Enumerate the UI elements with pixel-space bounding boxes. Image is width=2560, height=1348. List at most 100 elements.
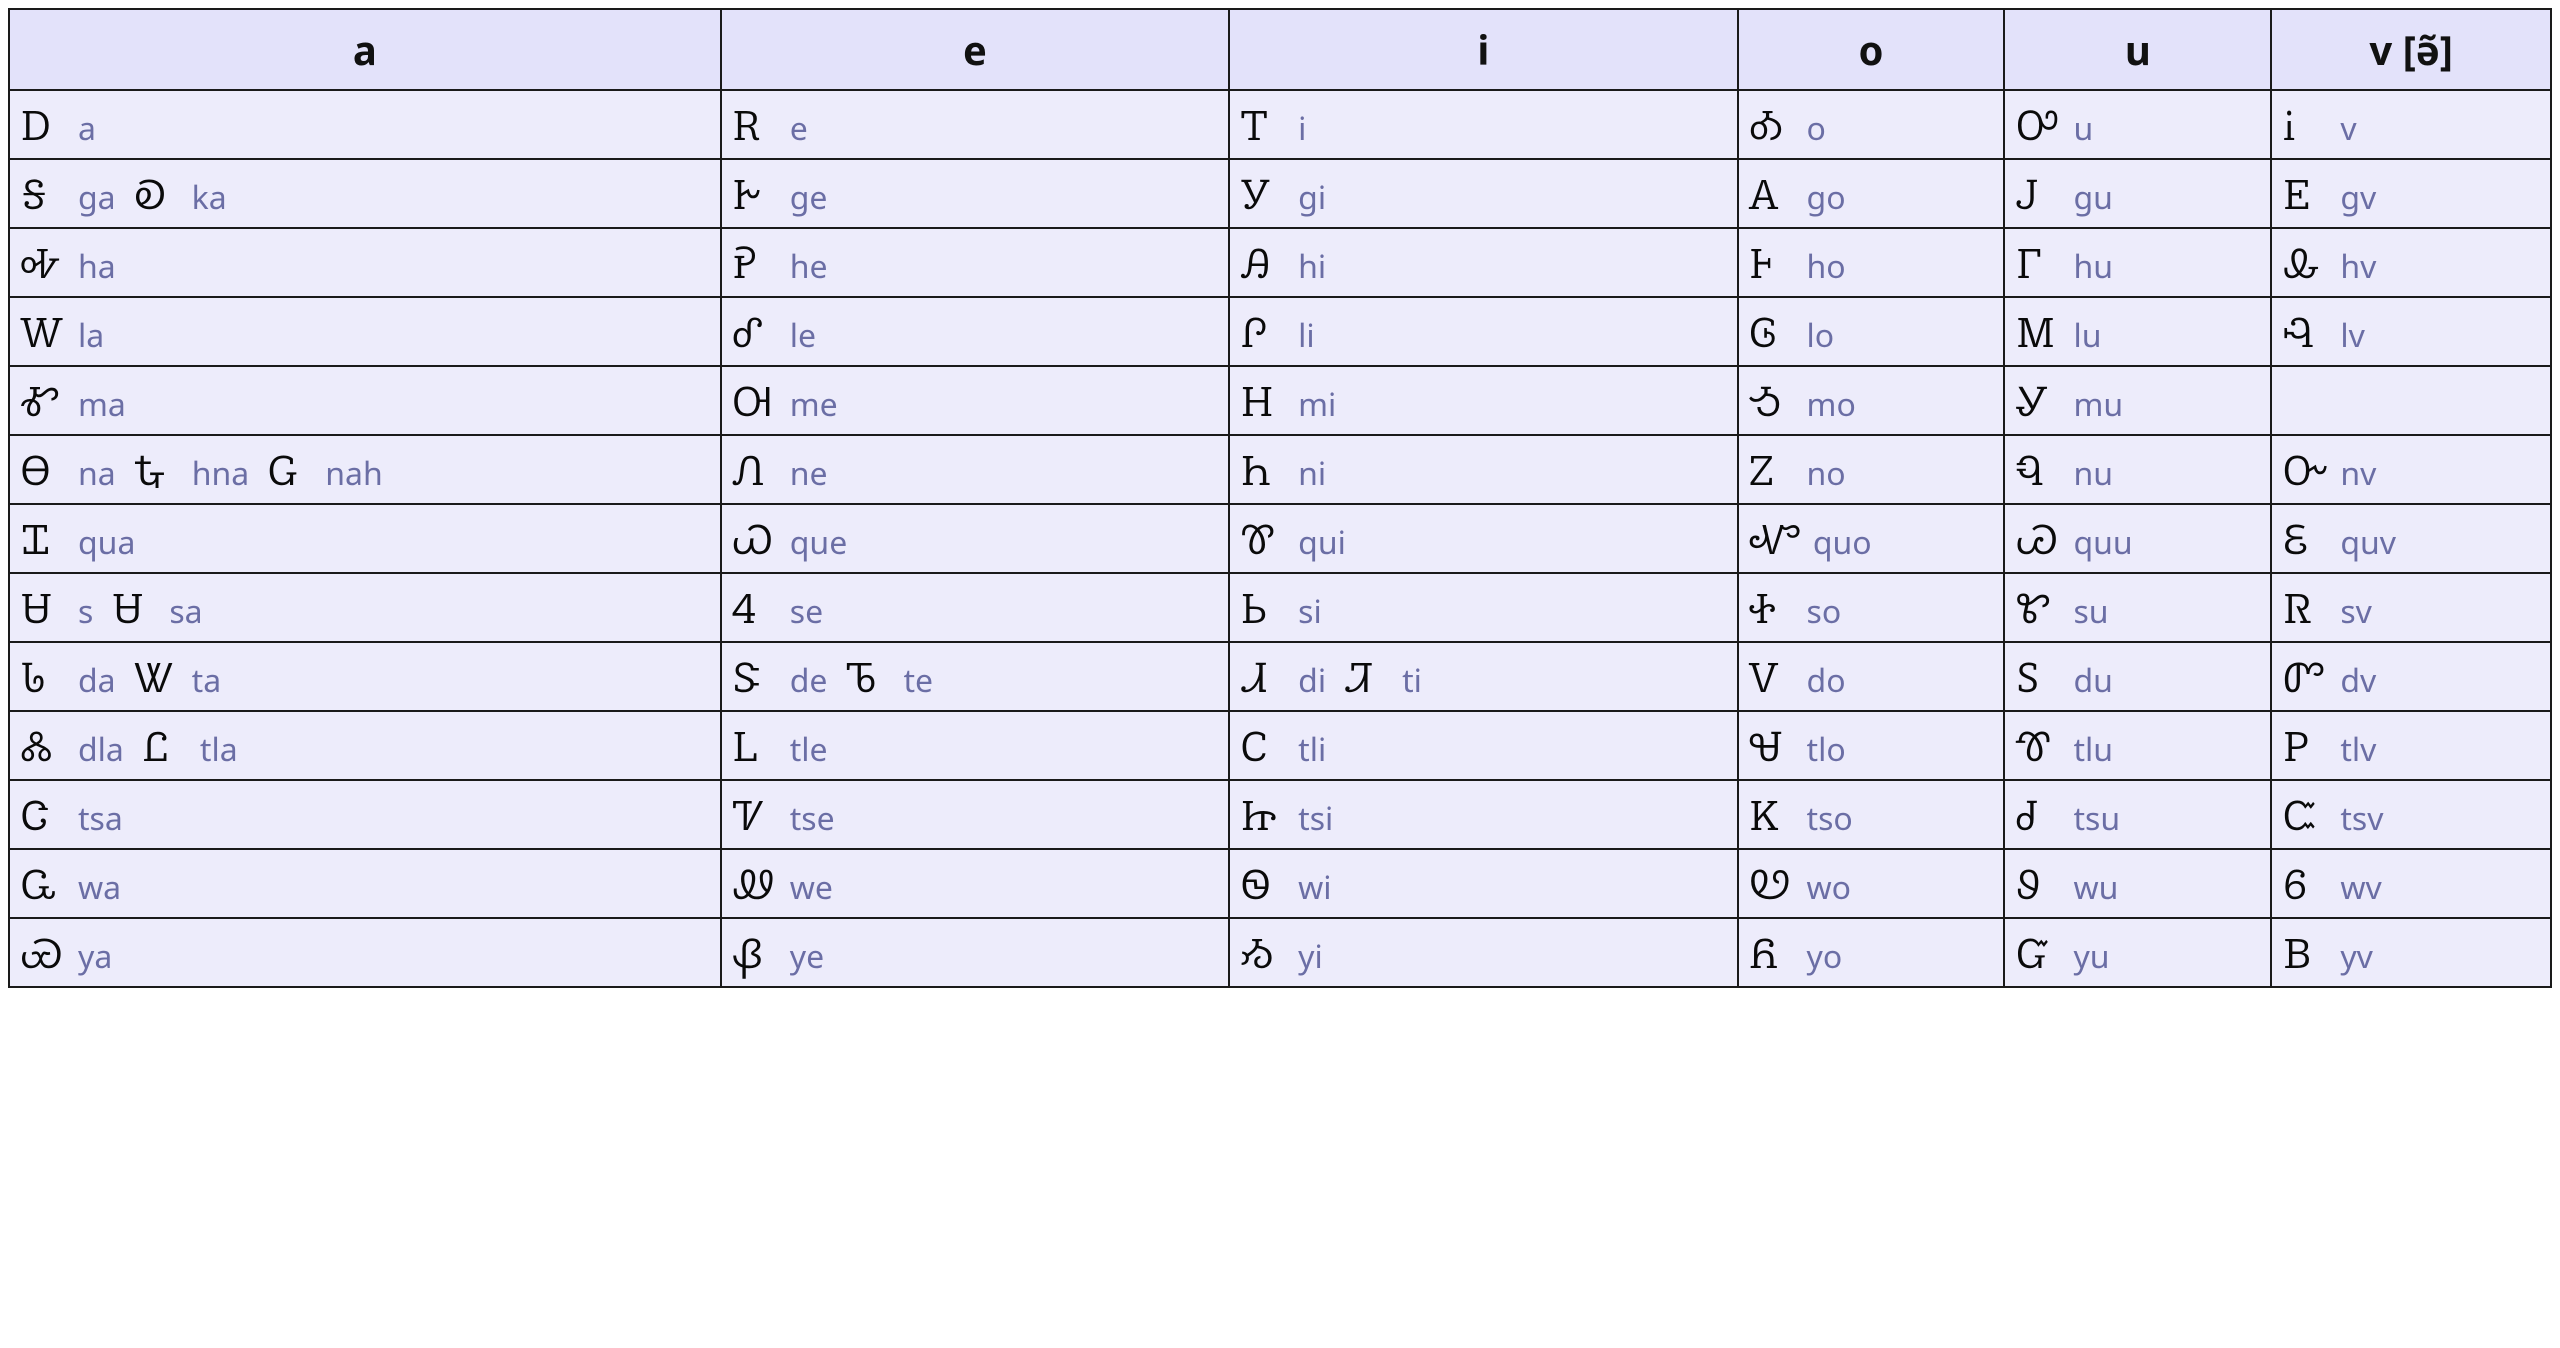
syllable-pair: Ꭷka	[134, 166, 227, 221]
syllable-pair: Ꮬdla	[20, 718, 124, 773]
romanization: qua	[66, 521, 135, 564]
table-cell: Ꮾwv	[2271, 849, 2551, 918]
header-row: aeiouv [ə̃]	[9, 9, 2551, 90]
syllable-pair: Ꮷtsu	[2015, 787, 2120, 842]
syllable-pair: Ꭵv	[2282, 97, 2356, 152]
syllable-pair: Ꭳo	[1749, 97, 1826, 152]
table-cell: Ꮼwo	[1738, 849, 2005, 918]
cherokee-glyph: Ꮒ	[1240, 442, 1286, 497]
table-cell: Ꮒni	[1229, 435, 1737, 504]
romanization: ma	[66, 383, 126, 426]
table-cell: Ꮞse	[721, 573, 1229, 642]
romanization: no	[1795, 452, 1846, 495]
romanization: ge	[778, 176, 828, 219]
table-cell: ᏗdiᏘti	[1229, 642, 1737, 711]
column-header: i	[1229, 9, 1737, 90]
romanization: tla	[188, 728, 238, 771]
syllable-pair: Ꮍmu	[2015, 373, 2123, 428]
syllable-pair: Ꭹgi	[1240, 166, 1326, 221]
romanization: yo	[1795, 935, 1843, 978]
table-cell: Ꮄle	[721, 297, 1229, 366]
syllable-pair: Ᏹyi	[1240, 925, 1323, 980]
cherokee-glyph: Ꭽ	[20, 235, 66, 290]
syllable-pair: Ꮰtlo	[1749, 718, 1846, 773]
romanization: wa	[66, 866, 121, 909]
syllable-pair: Ꮵtsi	[1240, 787, 1333, 842]
cherokee-glyph: Ꮓ	[1749, 442, 1795, 497]
romanization: ni	[1286, 452, 1326, 495]
romanization: tsi	[1286, 797, 1333, 840]
table-cell: Ꭱe	[721, 90, 1229, 159]
cherokee-glyph: Ꮠ	[1749, 580, 1795, 635]
syllable-pair: Ꮶtso	[1749, 787, 1853, 842]
romanization: ha	[66, 245, 116, 288]
syllable-pair: Ꮕnv	[2282, 442, 2376, 497]
syllable-pair: Ꮀho	[1749, 235, 1846, 290]
syllable-pair: Ꮺwe	[732, 856, 833, 911]
romanization: ne	[778, 452, 828, 495]
romanization: tsu	[2061, 797, 2120, 840]
cherokee-glyph: Ꭶ	[20, 166, 66, 221]
cherokee-glyph: Ꮥ	[732, 649, 778, 704]
table-cell: Ꮩdo	[1738, 642, 2005, 711]
table-cell: Ꮽwu	[2004, 849, 2271, 918]
syllable-pair: Ꮊme	[732, 373, 838, 428]
table-cell: Ꭽha	[9, 228, 721, 297]
romanization: quo	[1801, 521, 1872, 564]
syllable-pair: Ꮥde	[732, 649, 828, 704]
syllable-pair: Ꮏhna	[134, 442, 250, 497]
romanization: mi	[1286, 383, 1336, 426]
table-cell: Ꮟsi	[1229, 573, 1737, 642]
cherokee-glyph: Ꭸ	[732, 166, 778, 221]
cherokee-glyph: Ꭾ	[732, 235, 778, 290]
table-row: ᏣtsaᏤtseᏥtsiᏦtsoᏧtsuᏨtsv	[9, 780, 2551, 849]
romanization: we	[778, 866, 833, 909]
table-cell: Ᏼyv	[2271, 918, 2551, 987]
table-cell: Ꭺgo	[1738, 159, 2005, 228]
cherokee-glyph: Ꮽ	[2015, 856, 2061, 911]
table-row: ᎭhaᎮheᎯhiᎰhoᎱhuᎲhv	[9, 228, 2551, 297]
cherokee-glyph: Ᏸ	[732, 925, 778, 980]
romanization: te	[891, 659, 933, 702]
romanization: se	[778, 590, 823, 633]
syllabary-table: aeiouv [ə̃] ᎠaᎡeᎢiᎣoᎤuᎥvᎦgaᎧkaᎨgeᎩgiᎪgoᎫ…	[8, 8, 2552, 988]
syllable-pair: Ꮌmo	[1749, 373, 1856, 428]
syllable-pair: Ꮂhv	[2282, 235, 2376, 290]
syllable-pair: Ꮼwo	[1749, 856, 1852, 911]
syllable-pair: Ꮧdi	[1240, 649, 1326, 704]
cherokee-glyph: Ꮁ	[2015, 235, 2061, 290]
romanization: quv	[2328, 521, 2396, 564]
romanization: nv	[2328, 452, 2376, 495]
romanization: hi	[1286, 245, 1326, 288]
syllable-pair: Ꭰa	[20, 97, 96, 152]
romanization: ti	[1390, 659, 1422, 702]
table-cell: Ᏺyo	[1738, 918, 2005, 987]
cherokee-glyph: Ꮣ	[20, 649, 66, 704]
table-cell: Ꮕnv	[2271, 435, 2551, 504]
cherokee-glyph: Ꮵ	[1240, 787, 1286, 842]
table-cell: ᎦgaᎧka	[9, 159, 721, 228]
cherokee-glyph: Ꮕ	[2282, 442, 2328, 497]
syllable-pair: Ꮙquo	[1749, 511, 1872, 566]
cherokee-glyph: Ᏺ	[1749, 925, 1795, 980]
cherokee-glyph: Ꮗ	[732, 511, 778, 566]
syllable-pair: Ꮘqui	[1240, 511, 1346, 566]
romanization: yu	[2061, 935, 2109, 978]
romanization: le	[778, 314, 816, 357]
cherokee-glyph: Ꮼ	[1749, 856, 1795, 911]
cherokee-glyph: Ꭰ	[20, 97, 66, 152]
table-cell: Ꭰa	[9, 90, 721, 159]
cherokee-glyph: Ꮜ	[20, 580, 66, 635]
romanization: quu	[2061, 521, 2132, 564]
syllable-pair: Ꮅli	[1240, 304, 1315, 359]
cherokee-glyph: Ꮾ	[2282, 856, 2328, 911]
syllable-pair: Ꭾhe	[732, 235, 828, 290]
syllable-pair: Ꮳtsa	[20, 787, 123, 842]
table-cell: Ꮠso	[1738, 573, 2005, 642]
romanization: do	[1795, 659, 1846, 702]
romanization: s	[66, 590, 93, 633]
cherokee-glyph: Ꮰ	[1749, 718, 1795, 773]
romanization: hu	[2061, 245, 2113, 288]
table-cell	[2271, 366, 2551, 435]
table-cell: Ꮶtso	[1738, 780, 2005, 849]
